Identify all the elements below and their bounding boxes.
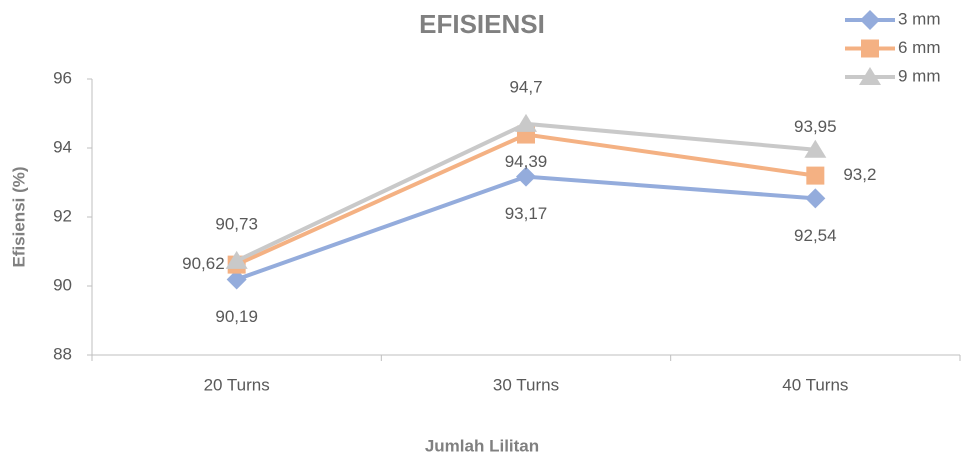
y-tick-label: 92 [53, 206, 72, 225]
data-label: 92,54 [794, 226, 837, 245]
point-marker [804, 139, 827, 158]
y-tick-label: 96 [53, 68, 72, 87]
point-marker [806, 166, 825, 185]
x-tick-label: 20 Turns [204, 375, 270, 394]
data-label: 93,95 [794, 117, 837, 136]
x-tick-label: 40 Turns [782, 375, 848, 394]
data-label: 90,73 [215, 214, 258, 233]
data-label: 90,19 [215, 307, 258, 326]
legend-marker [861, 39, 879, 58]
point-marker [515, 113, 537, 132]
point-marker [516, 166, 536, 187]
legend-marker [859, 67, 881, 85]
y-tick-label: 88 [53, 344, 72, 363]
y-tick-label: 90 [53, 275, 72, 294]
y-axis-title: Efisiensi (%) [9, 166, 28, 267]
legend-label: 3 mm [898, 9, 941, 28]
legend-label: 6 mm [898, 38, 941, 57]
point-marker [805, 188, 826, 209]
series-line [235, 174, 816, 282]
chart-title: EFISIENSI [419, 9, 545, 39]
data-label: 94,39 [505, 152, 548, 171]
legend-marker [860, 10, 880, 30]
legend-label: 9 mm [898, 66, 941, 85]
data-label: 90,62 [182, 254, 225, 273]
point-marker [226, 269, 247, 290]
point-marker [225, 250, 248, 269]
y-tick-label: 94 [53, 137, 72, 156]
data-label: 93,17 [505, 204, 548, 223]
x-tick-label: 30 Turns [493, 375, 559, 394]
data-label: 94,7 [509, 77, 542, 96]
data-label: 93,2 [843, 165, 876, 184]
x-axis-title: Jumlah Lilitan [425, 436, 539, 455]
